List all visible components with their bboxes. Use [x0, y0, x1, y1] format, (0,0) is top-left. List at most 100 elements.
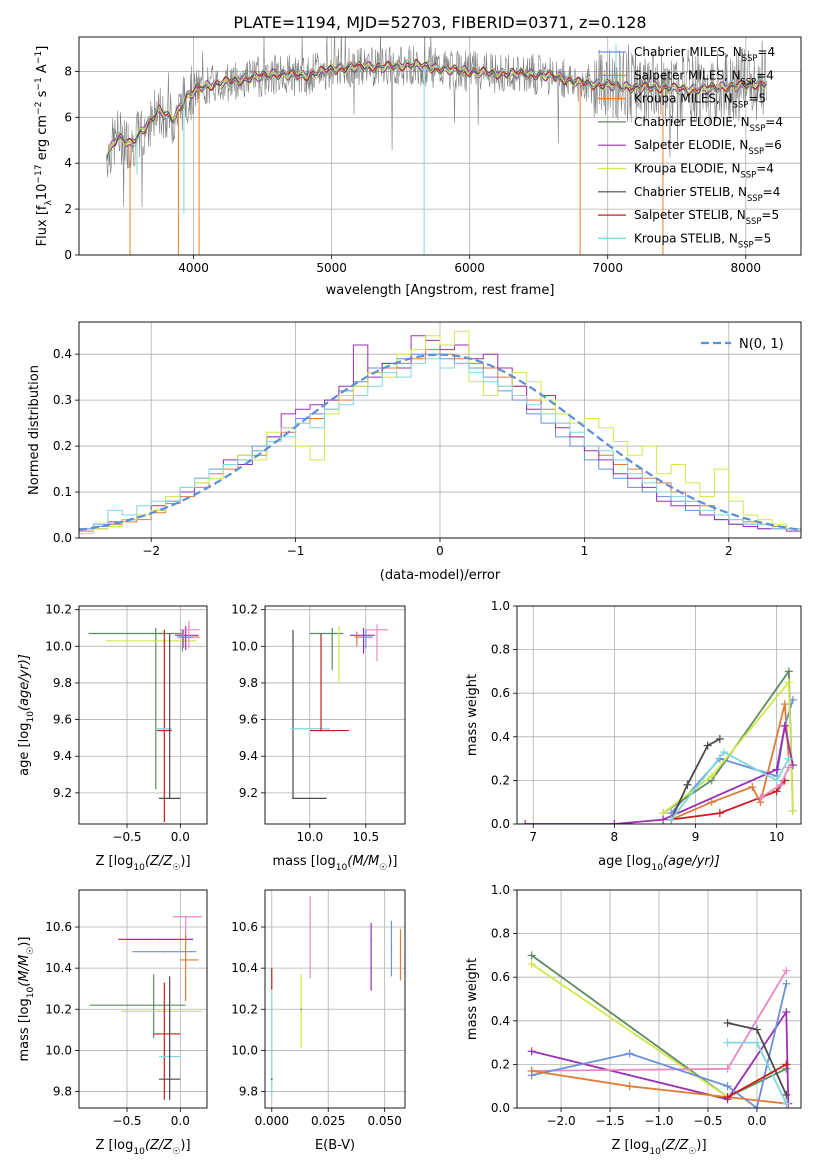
spectrum-ylabel-part: A: [35, 64, 50, 77]
spectrum-ylabel-part: 10: [35, 184, 50, 201]
spectrum-model-line: [106, 58, 767, 161]
plot-area-weight_vs_z: [527, 951, 793, 1108]
mass_vs_z-frame: [78, 889, 208, 1109]
data-point: [152, 1004, 155, 1006]
ticks-mass_vs_ebv: 0.000 0.025 0.050 9.8 10.0 10.2 10.4 10.6: [231, 920, 402, 1128]
x-tick-label: 0.0: [171, 830, 190, 844]
age_vs_z-xlabel: Z [log10(Z/Z☉)]: [95, 854, 190, 873]
histogram-step: [79, 330, 801, 534]
legend-entry-part: Chabrier STELIB, N: [634, 185, 747, 199]
plot-area-residuals: [79, 330, 801, 534]
legend-entry-part: Salpeter ELODIE, N: [634, 138, 748, 152]
age_vs_mass-xlabel: mass [log10(M/M☉)]: [273, 854, 398, 873]
axes-age_vs_z: −0.5 0.09.29.49.69.810.010.2Z [log10(Z/Z☉…: [17, 603, 208, 873]
x-tick-label: −1: [287, 544, 305, 558]
ticks-spectrum: 4000 5000 6000 7000 8000 0 2 4 6 8: [64, 64, 761, 275]
y-tick-label: 0.3: [53, 393, 72, 407]
x-tick-label: 8000: [731, 261, 762, 275]
y-tick-label: 0.2: [491, 773, 510, 787]
spectrum-ylabel-part: s: [35, 90, 50, 101]
ticks-residuals: −2 −1 0 1 2 0.0 0.1 0.2 0.3 0.4: [53, 347, 733, 558]
weight-line: [662, 679, 794, 814]
legend-entry-part: SSP: [738, 239, 754, 249]
ticks-mass_vs_z: −0.5 0.0 9.8 10.0 10.2 10.4 10.6: [45, 920, 190, 1128]
legend-entry-part: SSP: [741, 76, 757, 86]
x-tick-label: 8: [611, 830, 619, 844]
data-point: [295, 727, 298, 730]
y-tick-label: 10.2: [45, 1002, 72, 1016]
legend-entry-part: =5: [748, 92, 766, 106]
legend-entry-part: SSP: [747, 193, 763, 203]
ticks-weight_vs_z: −2.0 −1.5 −1.0 −0.5 0.0 0.0 0.2 0.4 0.6 0.8 1.0: [491, 883, 767, 1128]
data-point: [163, 729, 166, 732]
x-tick-label: 0.025: [311, 1114, 345, 1128]
weight_vs_z-frame: [516, 889, 802, 1109]
x-tick-label: 4000: [178, 261, 209, 275]
x-tick-label: −1.0: [644, 1114, 673, 1128]
legend-entry-part: SSP: [733, 100, 749, 110]
x-tick-label: 0.0: [747, 1114, 766, 1128]
y-tick-label: 0.8: [491, 643, 510, 657]
age_vs_mass-xlabel-part: )]: [387, 854, 397, 869]
legend-entry: Salpeter ELODIE, NSSP=6: [634, 138, 782, 156]
spectrum-ylabel-part: −1: [34, 51, 44, 64]
data-point: [320, 729, 322, 732]
y-tick-label: 9.8: [53, 676, 72, 690]
y-tick-label: 0.6: [491, 970, 510, 984]
spectrum-ylabel-part: −2: [34, 102, 44, 115]
x-tick-label: 10.0: [296, 830, 323, 844]
legend-entry: Kroupa ELODIE, NSSP=4: [634, 162, 774, 180]
grid-mass_vs_ebv: [265, 890, 405, 1108]
mass_vs_z-ylabel: mass [log10(M/M☉)]: [17, 937, 36, 1062]
data-point: [300, 1010, 302, 1013]
age_vs_z-ylabel: age [log10(age/yr)]: [17, 654, 36, 776]
legend-entry: N(0, 1): [739, 337, 784, 352]
plot-area-mass_vs_z: [89, 915, 202, 1100]
spectrum-ylabel-part: −1: [34, 77, 44, 90]
data-point: [152, 640, 155, 642]
x-tick-label: −0.5: [112, 830, 141, 844]
spectrum-ylabel-part: ]: [35, 46, 50, 51]
data-point: [390, 950, 393, 953]
weight_vs_age-xlabel-part: (age/yr)]: [663, 854, 720, 869]
axes-residuals: −2 −1 0 1 2 0.0 0.1 0.2 0.3 0.4 (data-model)/error…: [27, 321, 802, 583]
legend-entry-part: =4: [756, 68, 774, 82]
plot-area-spectrum: [106, 37, 767, 255]
y-tick-label: 9.8: [239, 1085, 258, 1099]
age_vs_mass-xlabel-part: 10: [336, 863, 348, 873]
data-point: [292, 797, 294, 800]
age_vs_z-ylabel-part: (age/yr)]: [17, 654, 32, 711]
x-tick-label: 7: [529, 830, 537, 844]
weight-line: [727, 1063, 787, 1098]
data-point: [184, 634, 187, 637]
weight-line: [670, 738, 721, 820]
weight_vs_z-xlabel-part: ☉: [688, 1147, 696, 1157]
age_vs_z-frame: [78, 605, 208, 825]
mass_vs_z-ylabel-part: 10: [26, 987, 36, 999]
y-tick-label: 0.8: [491, 927, 510, 941]
x-tick-label: 10.5: [352, 830, 379, 844]
mass_vs_z-xlabel-part: )]: [180, 1138, 190, 1153]
y-tick-label: 0.4: [491, 1014, 510, 1028]
spectrum-xlabel: wavelength [Angstrom, rest frame]: [326, 283, 555, 298]
weight_vs_z-ylabel: mass weight: [465, 958, 480, 1040]
y-tick-label: 9.2: [53, 786, 72, 800]
y-tick-label: 9.6: [53, 713, 72, 727]
x-tick-label: −0.5: [112, 1114, 141, 1128]
age_vs_z-xlabel-part: 10: [133, 863, 145, 873]
grid-mass_vs_z: [79, 890, 207, 1108]
weight-line: [531, 1070, 787, 1105]
weight_vs_z-xlabel-part: 10: [649, 1147, 661, 1157]
data-point: [158, 938, 160, 941]
ticks-age_vs_z: −0.5 0.0 9.2 9.4 9.6 9.8 10.0 10.2: [45, 603, 190, 844]
data-point: [362, 634, 365, 637]
histogram-step: [79, 358, 801, 530]
age_vs_mass-xlabel-part: mass [log: [273, 854, 336, 869]
spectrum-frame: [78, 36, 802, 256]
x-tick-label: −0.5: [693, 1114, 722, 1128]
spectrum-ylabel-part: Flux [f: [35, 205, 50, 246]
legend-entry-part: SSP: [748, 146, 764, 156]
weight_vs_z-xlabel-part: )]: [696, 1138, 706, 1153]
data-point: [181, 636, 184, 638]
